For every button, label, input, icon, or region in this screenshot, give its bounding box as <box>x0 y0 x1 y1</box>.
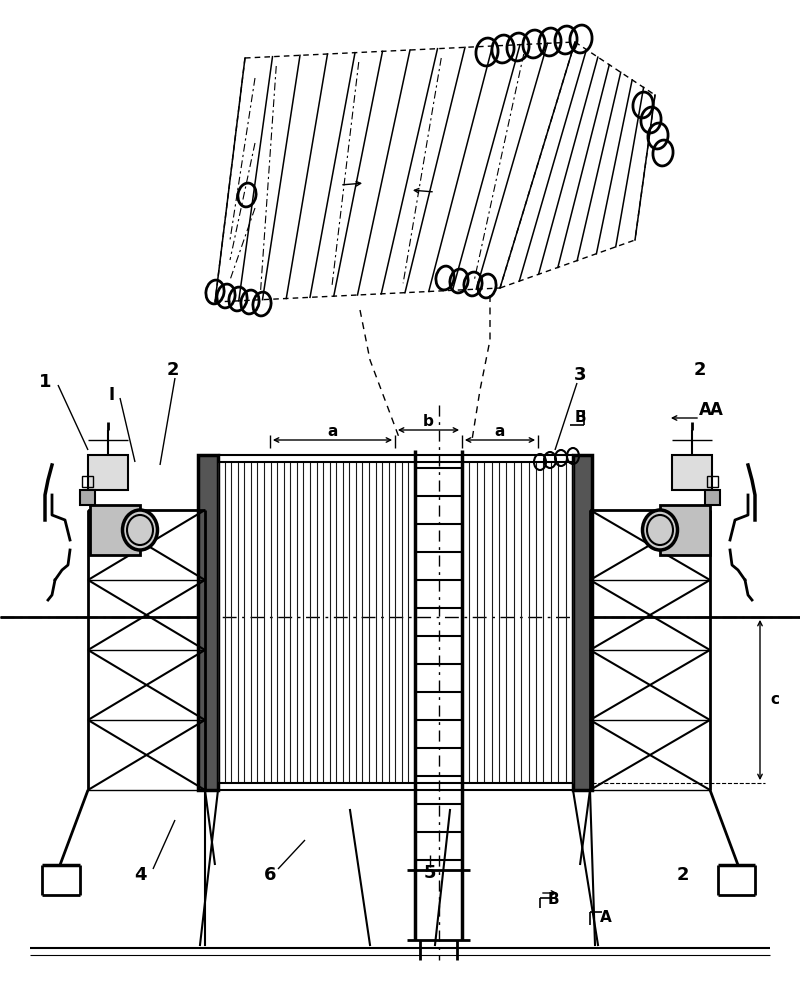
Bar <box>672 455 712 490</box>
Text: 6: 6 <box>264 866 276 884</box>
Text: c: c <box>770 692 779 708</box>
Text: A: A <box>710 401 723 419</box>
Bar <box>198 455 218 790</box>
Text: 4: 4 <box>134 866 146 884</box>
Bar <box>705 490 720 505</box>
Ellipse shape <box>122 510 158 550</box>
Text: a: a <box>495 425 505 440</box>
Bar <box>88 455 128 490</box>
Text: B: B <box>575 410 586 426</box>
Text: A: A <box>698 401 711 419</box>
Text: 2: 2 <box>166 361 179 379</box>
Bar <box>90 505 140 555</box>
Text: 1: 1 <box>38 373 51 391</box>
Bar <box>82 476 93 487</box>
Text: b: b <box>422 414 434 430</box>
Text: 5: 5 <box>424 864 436 882</box>
Text: B: B <box>548 892 560 907</box>
Bar <box>707 476 718 487</box>
Bar <box>80 490 95 505</box>
Bar <box>660 505 710 555</box>
Text: 2: 2 <box>694 361 706 379</box>
Text: a: a <box>328 425 338 440</box>
Text: 3: 3 <box>574 366 586 384</box>
Bar <box>573 455 592 790</box>
Text: 2: 2 <box>677 866 690 884</box>
Text: I: I <box>109 386 115 404</box>
Ellipse shape <box>642 510 678 550</box>
Text: A: A <box>600 910 612 926</box>
